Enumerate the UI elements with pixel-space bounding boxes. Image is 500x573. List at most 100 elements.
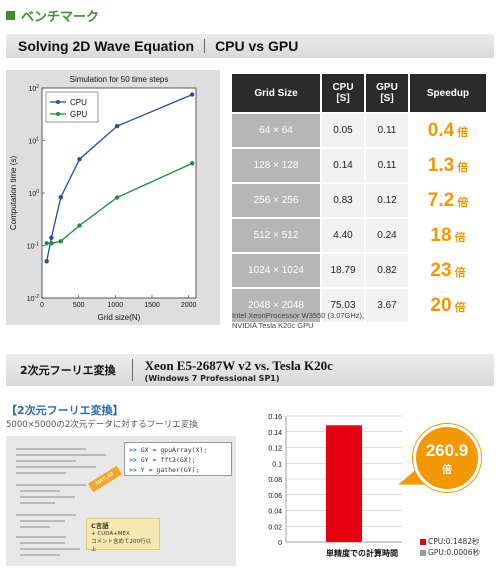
section2-subtitle: (Windows 7 Professional SP1): [144, 373, 280, 383]
bar-chart-legend: CPU:0.1482秒 GPU:0.0006秒: [420, 536, 480, 558]
section1-divider: [204, 39, 206, 53]
code-placeholder-line: [16, 460, 76, 462]
legend-swatch-gpu: [420, 550, 426, 556]
speedup-unit: 倍: [457, 126, 469, 139]
code-placeholder-line: [16, 454, 106, 456]
data-point-cpu: [114, 123, 120, 129]
code-screenshot: MATLAB >> GX = gpuArray(X); >> GY = fft2…: [6, 436, 236, 566]
code-placeholder-line: [20, 548, 80, 550]
callout-line-1: C言語: [91, 522, 109, 530]
heading-square-icon: [6, 11, 15, 20]
section2-title-right: Xeon E5-2687W v2 vs. Tesla K20c: [144, 357, 333, 373]
y-tick-label: 0.14: [268, 430, 282, 437]
data-point-cpu: [49, 235, 54, 241]
table-row: 2048 × 2048 75.03 3.67 20 倍: [232, 289, 486, 322]
col-header-gpu: GPU [S]: [366, 74, 408, 112]
cell-gpu-time: 0.82: [366, 254, 408, 287]
x-tick-label: 1500: [144, 302, 160, 309]
cell-grid-size: 2048 × 2048: [232, 289, 320, 322]
y-tick-label: 0.08: [268, 477, 282, 484]
c-language-callout: C言語 + CUDA+MEX コメント含めて200行以上: [86, 518, 160, 553]
legend-marker: [56, 100, 60, 104]
code-line-1: >> GX = gpuArray(X);: [129, 446, 208, 454]
cell-grid-size: 256 × 256: [232, 184, 320, 217]
table-row: 1024 × 1024 18.79 0.82 23 倍: [232, 254, 486, 287]
data-point-cpu: [189, 92, 195, 97]
badge-value: 260.9: [425, 441, 469, 460]
y-tick-label: 0.1: [272, 461, 282, 468]
y-tick-label: 101: [28, 137, 39, 146]
speedup-badge: 260.9 倍: [413, 424, 481, 492]
plot-area: [41, 87, 197, 299]
x-axis-label: Grid size(N): [98, 313, 141, 322]
cell-cpu-time: 0.14: [322, 149, 364, 182]
x-tick-label: 500: [73, 302, 85, 309]
data-point-gpu: [44, 241, 49, 246]
cell-gpu-time: 0.12: [366, 184, 408, 217]
code-placeholder-line: [16, 484, 86, 486]
legend-item-gpu: GPU:0.0006秒: [420, 547, 480, 558]
cell-speedup: 23 倍: [410, 254, 486, 287]
x-tick-label: 0: [40, 302, 44, 309]
cell-speedup: 18 倍: [410, 219, 486, 252]
cell-cpu-time: 4.40: [322, 219, 364, 252]
speedup-unit: 倍: [454, 301, 466, 314]
cell-speedup: 20 倍: [410, 289, 486, 322]
code-placeholder-line: [16, 448, 86, 450]
y-tick-label: 0.16: [268, 414, 282, 421]
bar-gpu: [364, 541, 400, 543]
x-axis-label: 単精度での計算時間: [326, 548, 398, 558]
legend-item-cpu: CPU:0.1482秒: [420, 536, 480, 547]
table-row: 64 × 64 0.05 0.11 0.4 倍: [232, 114, 486, 147]
code-placeholder-line: [20, 502, 55, 504]
matlab-code-box: >> GX = gpuArray(X); >> GY = fft2(GX); >…: [124, 442, 232, 476]
data-point-gpu: [114, 195, 120, 200]
legend-label: CPU: [70, 98, 87, 107]
y-axis-label: Computation time (s): [9, 156, 18, 231]
legend-label: GPU: [70, 110, 88, 119]
cell-speedup: 0.4 倍: [410, 114, 486, 147]
line-chart: Simulation for 50 time steps Grid size(N)…: [9, 75, 197, 322]
bar-cpu: [326, 425, 362, 542]
speedup-value: 0.4: [427, 119, 455, 141]
x-tick-label: 1000: [108, 302, 124, 309]
section2-bar: 2次元フーリエ変換 Xeon E5-2687W v2 vs. Tesla K20…: [6, 354, 494, 386]
chart-title: Simulation for 50 time steps: [70, 75, 169, 84]
y-tick-label: 0.06: [268, 493, 282, 500]
code-placeholder-line: [16, 536, 66, 538]
cell-grid-size: 512 × 512: [232, 219, 320, 252]
table-row: 512 × 512 4.40 0.24 18 倍: [232, 219, 486, 252]
table-row: 128 × 128 0.14 0.11 1.3 倍: [232, 149, 486, 182]
fft-heading: 【2次元フーリエ変換】: [6, 404, 124, 417]
speedup-value: 1.3: [427, 154, 455, 176]
y-tick-label: 102: [28, 84, 39, 93]
page-heading-text: ベンチマーク: [21, 10, 100, 25]
cell-grid-size: 1024 × 1024: [232, 254, 320, 287]
speedup-value: 20: [430, 294, 452, 316]
data-point-cpu: [77, 157, 82, 162]
legend-box: [45, 91, 99, 123]
cell-speedup: 7.2 倍: [410, 184, 486, 217]
table-row: 256 × 256 0.83 0.12 7.2 倍: [232, 184, 486, 217]
data-point-gpu: [189, 161, 195, 166]
cell-cpu-time: 75.03: [322, 289, 364, 322]
page-heading: ベンチマーク: [6, 6, 99, 25]
y-tick-label: 0: [278, 540, 282, 547]
hardware-note-line1: Intel XeonProcessor W3550 (3.07GHz),: [232, 311, 365, 320]
y-tick-label: 10-2: [27, 294, 39, 303]
legend-marker: [56, 112, 60, 116]
data-point-cpu: [44, 259, 49, 264]
cell-cpu-time: 0.05: [322, 114, 364, 147]
speedup-value: 7.2: [427, 189, 455, 211]
code-placeholder-line: [20, 490, 60, 492]
data-point-cpu: [58, 195, 63, 200]
benchmark-table: Grid Size CPU [S] GPU [S] Speedup 64 × 6…: [230, 72, 488, 324]
y-tick-label: 0.02: [268, 524, 282, 531]
code-line-3: >> Y = gather(GY);: [129, 466, 200, 474]
speedup-value: 23: [430, 259, 452, 281]
cell-gpu-time: 0.11: [366, 114, 408, 147]
cell-grid-size: 128 × 128: [232, 149, 320, 182]
hardware-note: Intel XeonProcessor W3550 (3.07GHz), NVI…: [232, 311, 364, 331]
cell-speedup: 1.3 倍: [410, 149, 486, 182]
code-placeholder-line: [20, 526, 50, 528]
